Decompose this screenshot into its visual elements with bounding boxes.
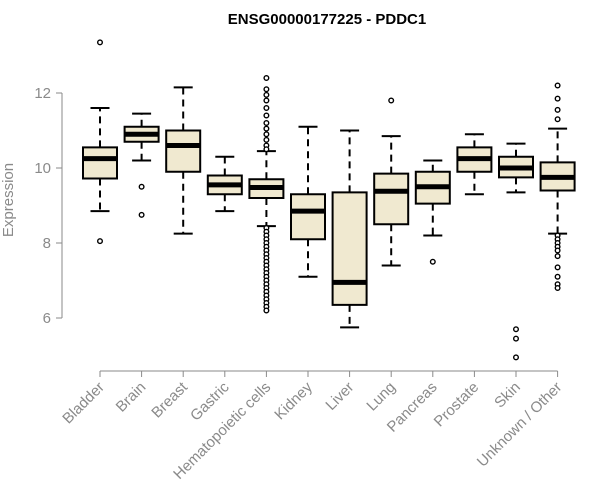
box	[290, 193, 326, 241]
outlier-point	[263, 91, 270, 98]
outlier-point	[554, 264, 561, 271]
outlier-point	[263, 86, 270, 93]
box-group	[331, 129, 368, 329]
outlier-point	[554, 95, 561, 102]
x-tick-label: Skin	[491, 379, 524, 412]
outlier-point	[513, 326, 520, 333]
outlier-point	[554, 82, 561, 89]
box	[331, 191, 368, 306]
box-group	[206, 155, 243, 213]
outlier-point	[263, 131, 270, 138]
box-group	[248, 74, 285, 314]
box-group	[414, 159, 451, 265]
outlier-point	[554, 285, 561, 292]
outlier-point	[263, 307, 270, 314]
outlier-point	[138, 183, 145, 190]
x-tick-label: Brain	[113, 379, 150, 416]
x-tick-label: Breast	[148, 378, 191, 421]
y-axis: 6 8 10 12	[34, 85, 63, 327]
box-group	[498, 142, 534, 361]
outlier-point	[96, 39, 103, 46]
box-group	[539, 82, 576, 292]
y-tick-label: 8	[43, 235, 51, 252]
outlier-point	[554, 116, 561, 123]
y-axis-label: Expression	[0, 163, 17, 237]
outlier-point	[138, 211, 145, 218]
box-group	[373, 97, 410, 267]
box-group	[123, 112, 160, 218]
box	[373, 172, 410, 226]
outlier-point	[263, 112, 270, 119]
outlier-point	[554, 106, 561, 113]
outlier-point	[263, 125, 270, 132]
box	[82, 146, 118, 180]
outlier-point	[263, 146, 270, 153]
box-group	[456, 133, 493, 196]
x-tick-label: Lung	[363, 379, 399, 415]
box	[165, 129, 202, 173]
outlier-point	[263, 104, 270, 111]
outlier-point	[263, 97, 270, 104]
outlier-point	[263, 74, 270, 81]
x-tick-label: Liver	[322, 379, 357, 414]
x-tick-label: Kidney	[271, 378, 316, 423]
x-tick-label: Prostate	[431, 379, 483, 431]
y-tick-label: 12	[34, 85, 51, 102]
chart-title: ENSG00000177225 - PDDC1	[228, 11, 426, 28]
box-group	[82, 39, 118, 245]
outlier-point	[513, 354, 520, 361]
outlier-point	[429, 258, 436, 265]
box-group	[290, 125, 326, 278]
box-group	[165, 86, 202, 235]
outlier-point	[263, 119, 270, 126]
y-tick-label: 6	[43, 310, 51, 327]
outlier-point	[96, 238, 103, 245]
outlier-point	[554, 253, 561, 260]
x-tick-label: Bladder	[59, 379, 108, 428]
plot-area	[82, 39, 576, 361]
outlier-point	[513, 335, 520, 342]
outlier-point	[554, 273, 561, 280]
y-tick-label: 10	[34, 160, 51, 177]
outlier-point	[554, 247, 561, 254]
outlier-point	[388, 97, 395, 104]
outlier-point	[263, 136, 270, 143]
